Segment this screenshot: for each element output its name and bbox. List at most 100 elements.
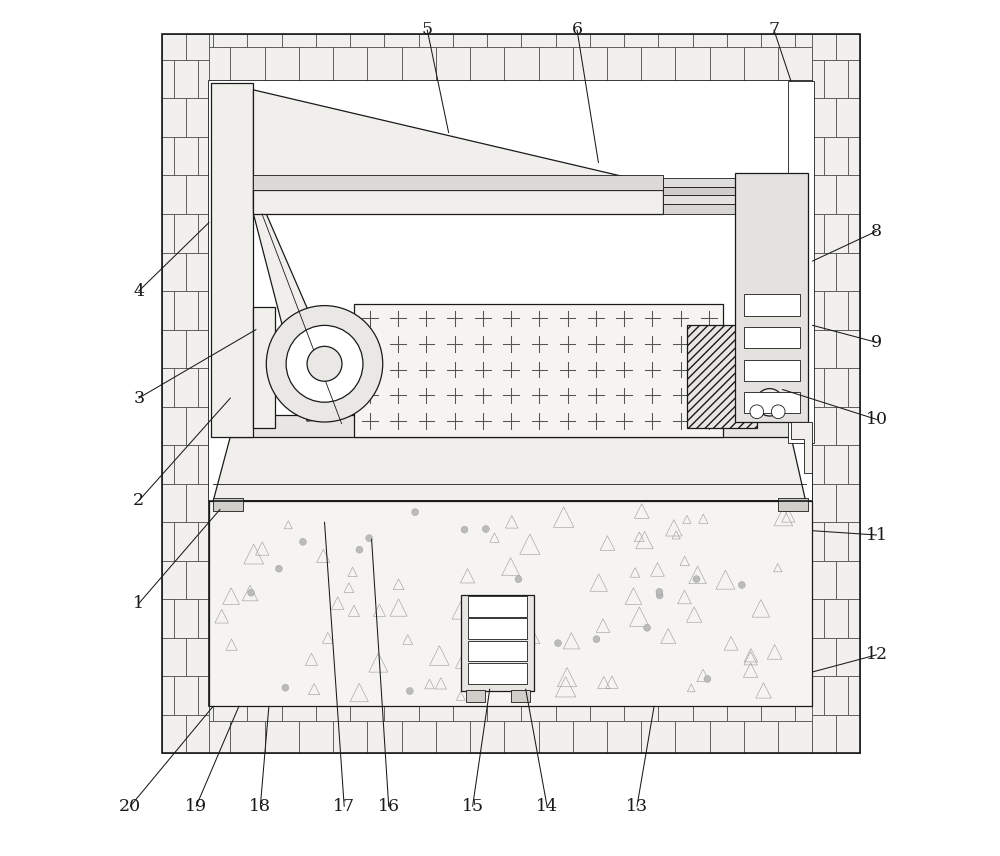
Text: 8: 8: [871, 223, 882, 240]
Bar: [198, 599, 209, 638]
Bar: [556, 706, 590, 721]
Bar: [265, 721, 299, 753]
Bar: [812, 561, 836, 599]
Text: 4: 4: [133, 282, 144, 300]
Bar: [174, 214, 198, 253]
Bar: [186, 175, 209, 214]
Circle shape: [248, 589, 255, 596]
Bar: [848, 60, 860, 98]
Bar: [658, 706, 693, 721]
Bar: [847, 47, 860, 81]
Bar: [521, 706, 556, 721]
Circle shape: [300, 538, 306, 545]
Bar: [470, 721, 504, 753]
Polygon shape: [687, 325, 757, 428]
Bar: [213, 34, 247, 47]
Bar: [466, 690, 485, 702]
Bar: [253, 190, 663, 214]
Bar: [162, 445, 174, 484]
Bar: [367, 721, 402, 753]
Bar: [209, 81, 812, 501]
Bar: [812, 34, 860, 753]
Bar: [556, 34, 590, 47]
Circle shape: [644, 624, 651, 631]
Bar: [812, 34, 836, 60]
Circle shape: [771, 405, 785, 419]
Bar: [282, 34, 316, 47]
Polygon shape: [791, 422, 812, 473]
Text: 20: 20: [119, 798, 141, 815]
Bar: [539, 721, 573, 753]
Bar: [641, 47, 675, 81]
Bar: [162, 34, 209, 753]
Bar: [836, 561, 860, 599]
Bar: [521, 34, 556, 47]
Bar: [778, 498, 808, 511]
Bar: [316, 706, 350, 721]
Bar: [162, 34, 860, 81]
Bar: [824, 368, 848, 407]
Bar: [186, 638, 209, 676]
Bar: [624, 706, 658, 721]
Bar: [162, 522, 174, 561]
Bar: [744, 392, 800, 413]
Bar: [812, 253, 836, 291]
Bar: [198, 445, 209, 484]
Bar: [824, 137, 848, 175]
Circle shape: [485, 610, 492, 617]
Bar: [198, 522, 209, 561]
Bar: [812, 638, 836, 676]
Bar: [590, 706, 624, 721]
Text: 17: 17: [333, 798, 355, 815]
Bar: [795, 34, 830, 47]
Bar: [162, 291, 174, 330]
Bar: [196, 721, 230, 753]
Bar: [209, 81, 812, 706]
Bar: [198, 60, 209, 98]
Bar: [461, 595, 534, 691]
Bar: [230, 415, 806, 437]
Bar: [265, 47, 299, 81]
Text: 18: 18: [249, 798, 271, 815]
Text: 1: 1: [133, 595, 144, 612]
Bar: [812, 676, 824, 715]
Bar: [179, 34, 213, 47]
Bar: [824, 522, 848, 561]
Bar: [788, 81, 814, 443]
Text: 12: 12: [866, 646, 888, 663]
Text: 10: 10: [866, 411, 888, 428]
Bar: [162, 407, 186, 445]
Bar: [812, 368, 824, 407]
Circle shape: [756, 389, 783, 416]
Bar: [539, 47, 573, 81]
Circle shape: [286, 325, 363, 402]
Bar: [624, 34, 658, 47]
Bar: [333, 47, 367, 81]
Bar: [812, 214, 824, 253]
Bar: [487, 34, 521, 47]
Bar: [607, 47, 641, 81]
Bar: [812, 522, 824, 561]
Bar: [744, 721, 778, 753]
Text: 14: 14: [536, 798, 558, 815]
Bar: [299, 47, 333, 81]
Circle shape: [738, 581, 745, 588]
Bar: [196, 47, 230, 81]
Bar: [174, 60, 198, 98]
Bar: [735, 173, 808, 422]
Bar: [848, 599, 860, 638]
Polygon shape: [213, 437, 806, 501]
Circle shape: [307, 347, 342, 381]
Bar: [812, 715, 836, 753]
Bar: [511, 690, 530, 702]
Text: 6: 6: [572, 21, 583, 39]
Bar: [824, 599, 848, 638]
Circle shape: [704, 675, 711, 682]
Bar: [282, 706, 316, 721]
Bar: [419, 706, 453, 721]
Bar: [836, 407, 860, 445]
Circle shape: [693, 575, 700, 582]
Bar: [727, 706, 761, 721]
Circle shape: [366, 535, 373, 542]
Bar: [162, 253, 186, 291]
